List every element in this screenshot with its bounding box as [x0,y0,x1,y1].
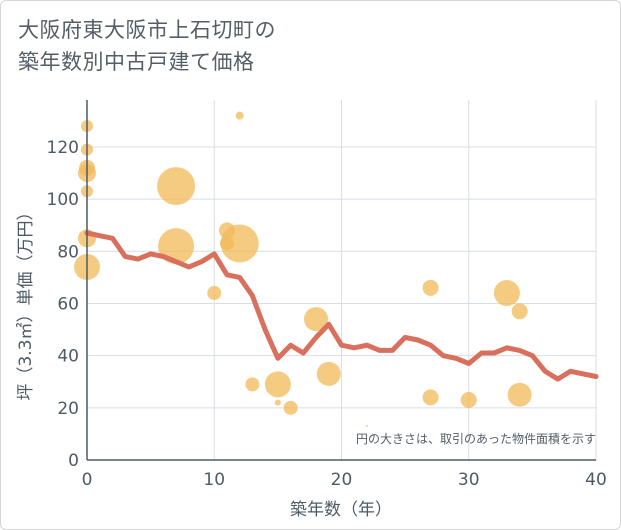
bubble-size-note: 円の大きさは、取引のあった物件面積を示す [356,431,596,446]
x-tick-label: 0 [82,470,93,490]
bubble-point [422,279,439,296]
bubble-point [235,111,244,120]
y-tick-label: 60 [57,294,79,314]
bubble-series [74,111,532,428]
y-tick-label: 0 [68,451,79,471]
average-price-line-series [84,230,599,382]
average-price-line [84,230,599,382]
y-tick-label: 100 [47,190,79,210]
chart-title: 大阪府東大阪市上石切町の 築年数別中古戸建て価格 [18,14,276,78]
bubble-point [422,389,439,406]
bubble-point [365,425,368,428]
bubble-point [157,167,196,206]
chart-title-line-2: 築年数別中古戸建て価格 [18,50,255,74]
chart-title-line-1: 大阪府東大阪市上石切町の [18,18,276,42]
y-tick-label: 40 [57,347,79,367]
bubble-point [460,392,477,408]
bubble-point [207,286,222,301]
bubble-point [493,280,520,307]
bubble-point [507,382,532,407]
bubble-point [511,303,528,320]
y-tick-label: 20 [57,399,79,419]
bubble-point [245,377,260,392]
bubble-point [274,399,281,406]
y-tick-label: 80 [57,242,79,262]
bubble-point [316,361,341,386]
x-axis-title: 築年数（年） [290,500,392,520]
bubble-point [220,224,259,263]
x-tick-label: 10 [203,470,225,490]
bubble-point [264,371,291,398]
bubble-point [158,228,195,265]
bubble-point [283,400,298,415]
y-tick-label: 120 [47,138,79,158]
y-axis-title: 坪（3.3㎡）単価（万円） [16,203,36,400]
x-tick-label: 20 [331,470,353,490]
x-tick-label: 30 [458,470,480,490]
x-tick-label: 40 [585,470,607,490]
axes [86,100,596,461]
tick-labels: 0 20 40 60 80 100 120 0 10 20 30 40 [47,138,607,490]
bubble-point [304,307,329,332]
